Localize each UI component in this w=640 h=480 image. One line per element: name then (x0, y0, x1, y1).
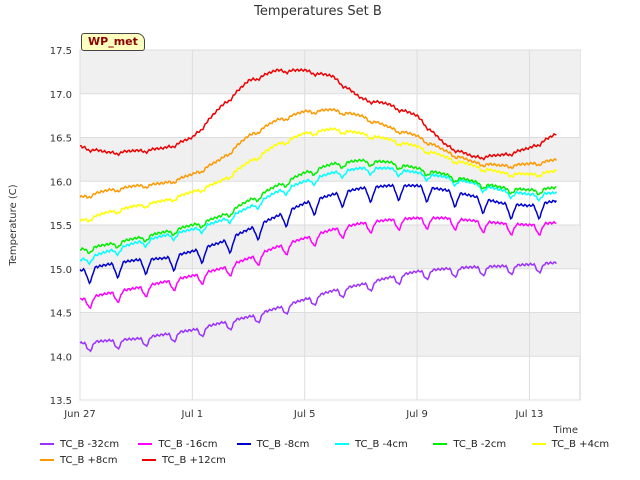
chart-title: Temperatures Set B (253, 4, 382, 19)
legend-item: TC_B +8cm (40, 455, 142, 466)
x-axis-ticks: Jun 27 Jul 1 Jul 5 Jul 9 Jul 13 (63, 409, 543, 420)
legend-row: TC_B +8cm TC_B +12cm (40, 452, 630, 468)
legend-item: TC_B -32cm (40, 439, 138, 450)
legend-swatch (531, 443, 546, 445)
series-line (79, 183, 557, 285)
legend-item: TC_B -8cm (236, 438, 335, 450)
series-lines (79, 67, 558, 353)
series-line (79, 127, 557, 224)
legend-label: TC_B +12cm (162, 454, 226, 466)
legend: TC_B -32cm TC_B -16cm TC_B -8cm TC_B -4cm TC… (40, 436, 630, 468)
legend-label: TC_B +4cm (551, 438, 610, 450)
legend-swatch (334, 443, 349, 445)
series-line (79, 67, 557, 161)
legend-item: TC_B -2cm (433, 439, 531, 450)
x-tick-label: Jul 13 (514, 409, 543, 420)
y-tick-label: 15.0 (50, 265, 72, 276)
legend-item: TC_B -16cm (138, 439, 236, 450)
legend-label: TC_B -32cm (60, 438, 120, 450)
legend-row: TC_B -32cm TC_B -16cm TC_B -8cm TC_B -4cm TC… (40, 436, 630, 452)
legend-item: TC_B +12cm (142, 455, 244, 466)
legend-item: TC_B -4cm (334, 438, 433, 450)
legend-swatch (40, 443, 54, 445)
legend-item: TC_B +4cm (531, 438, 630, 450)
legend-swatch (433, 443, 448, 445)
legend-swatch (40, 459, 54, 461)
y-tick-label: 17.0 (50, 90, 72, 101)
series-line (79, 260, 557, 353)
x-axis-label: Time (553, 425, 578, 436)
band (80, 225, 580, 269)
band (80, 312, 580, 357)
series-line (79, 215, 557, 310)
legend-swatch (236, 443, 251, 445)
series-line (79, 107, 557, 199)
y-axis-ticks: 13.5 14.0 14.5 15.0 15.5 16.0 16.5 17.0 17.5 (50, 46, 72, 407)
gridlines (79, 49, 580, 401)
x-tick-label: Jul 1 (181, 409, 204, 420)
y-tick-label: 16.5 (50, 134, 72, 145)
legend-label: TC_B +8cm (60, 454, 118, 466)
legend-swatch (142, 459, 156, 461)
x-tick-label: Jul 9 (405, 409, 428, 420)
y-tick-label: 13.5 (50, 396, 72, 407)
y-tick-label: 14.5 (50, 309, 72, 320)
series-line (79, 158, 557, 255)
legend-label: TC_B -16cm (158, 438, 218, 450)
x-tick-label: Jun 27 (63, 409, 96, 420)
band (80, 50, 580, 94)
station-badge: WP_met (81, 33, 145, 51)
y-tick-label: 15.5 (50, 221, 72, 232)
legend-label: TC_B -8cm (256, 438, 310, 450)
y-tick-label: 14.0 (50, 352, 72, 363)
legend-swatch (138, 443, 153, 445)
legend-label: TC_B -2cm (453, 438, 507, 450)
y-tick-label: 17.5 (50, 46, 72, 57)
y-tick-label: 16.0 (50, 177, 72, 188)
x-tick-label: Jul 5 (293, 409, 316, 420)
y-axis-label: Temperature (C) (8, 184, 19, 266)
legend-label: TC_B -4cm (354, 438, 408, 450)
